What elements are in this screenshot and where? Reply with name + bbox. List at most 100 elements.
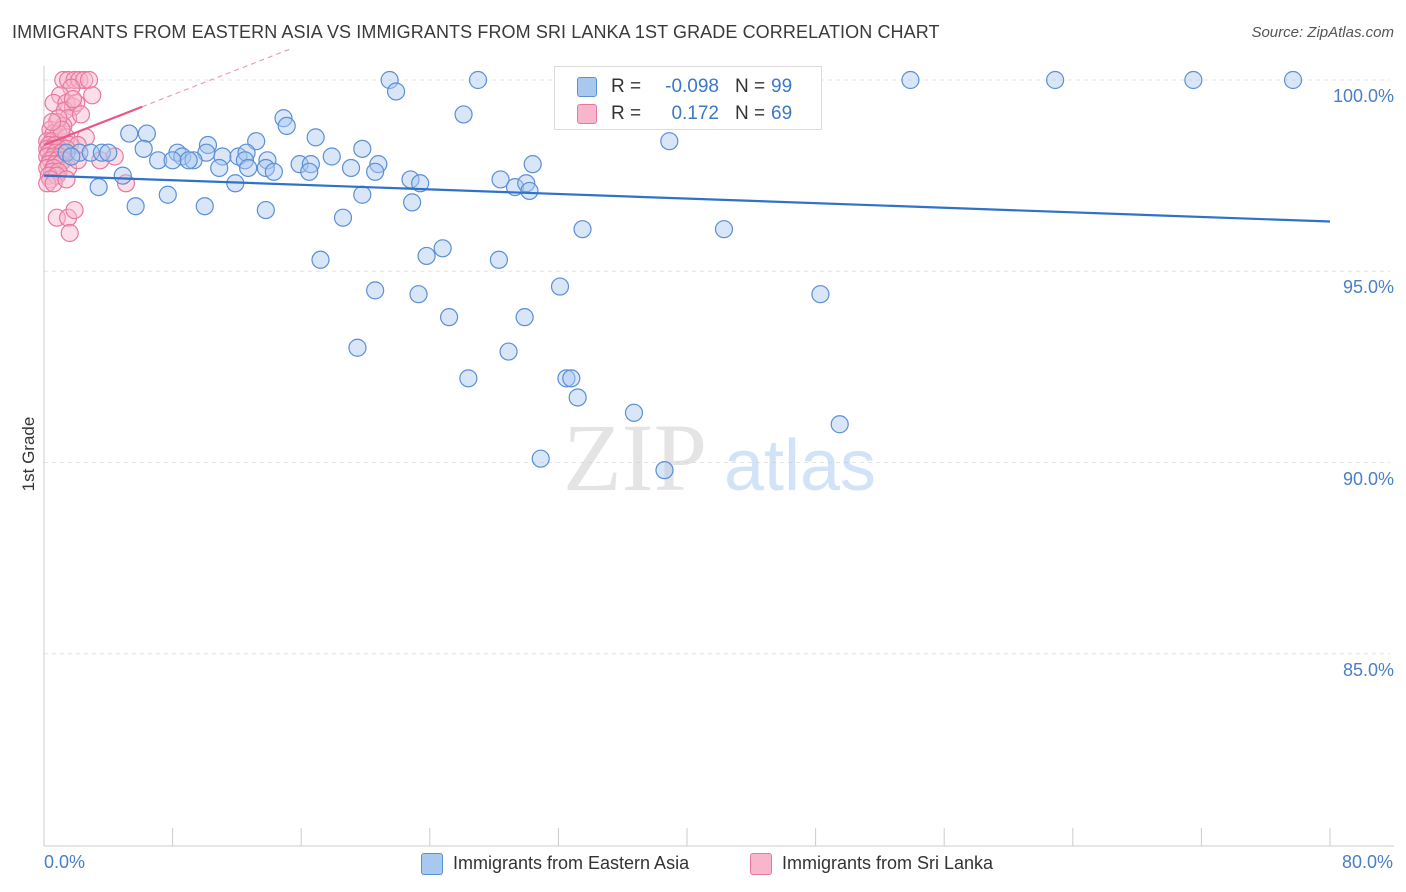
data-point-eastern-asia <box>62 147 81 166</box>
x-tick-label-max: 80.0% <box>1341 852 1393 872</box>
data-point-eastern-asia <box>573 220 592 239</box>
data-point-sri-lanka <box>63 90 83 109</box>
data-point-eastern-asia <box>149 151 168 170</box>
legend-swatch-pink <box>750 853 772 875</box>
stats-r-value: 0.172 <box>671 103 719 124</box>
data-point-eastern-asia <box>557 369 576 388</box>
data-point-sri-lanka <box>42 112 62 132</box>
data-point-eastern-asia <box>403 193 422 212</box>
data-point-eastern-asia <box>239 158 258 178</box>
y-tick-label: 95.0% <box>1342 277 1394 298</box>
stats-swatch-pink <box>577 104 597 124</box>
data-point-eastern-asia <box>468 70 488 90</box>
y-tick-label: 90.0% <box>1342 468 1394 489</box>
y-tick-label: 85.0% <box>1342 659 1394 680</box>
data-point-eastern-asia <box>386 82 406 101</box>
data-point-eastern-asia <box>499 342 518 361</box>
chart-title: IMMIGRANTS FROM EASTERN ASIA VS IMMIGRAN… <box>12 22 940 42</box>
data-point-eastern-asia <box>210 158 229 178</box>
data-point-eastern-asia <box>562 369 581 388</box>
data-point-sri-lanka <box>57 170 76 189</box>
trend-line-sri-lanka-extension <box>141 48 290 108</box>
watermark-zip: ZIP <box>563 404 707 511</box>
stats-n-value: 69 <box>771 103 793 124</box>
watermark-atlas: atlas <box>724 426 876 506</box>
data-point-eastern-asia <box>113 166 132 185</box>
data-point-eastern-asia <box>439 308 459 327</box>
data-point-eastern-asia <box>531 449 550 468</box>
data-point-eastern-asia <box>158 185 177 204</box>
data-point-eastern-asia <box>348 338 367 357</box>
data-point-eastern-asia <box>277 116 296 136</box>
data-point-eastern-asia <box>195 197 214 216</box>
data-point-eastern-asia <box>137 124 156 143</box>
stats-n-value: 99 <box>771 76 793 97</box>
data-point-sri-lanka <box>83 86 102 105</box>
data-point-eastern-asia <box>258 151 277 170</box>
data-point-eastern-asia <box>550 277 570 296</box>
data-point-eastern-asia <box>99 143 118 162</box>
grid-lines <box>44 79 1390 655</box>
data-point-eastern-asia <box>515 308 534 327</box>
data-point-eastern-asia <box>353 185 372 204</box>
data-point-eastern-asia <box>89 178 108 197</box>
stats-swatch-blue <box>577 77 597 97</box>
data-point-eastern-asia <box>126 197 145 216</box>
trend-line-eastern-asia <box>43 174 1331 223</box>
data-point-eastern-asia <box>417 246 436 266</box>
chart-source: Source: ZipAtlas.com <box>1251 24 1394 41</box>
data-point-eastern-asia <box>520 181 539 201</box>
watermark: ZIP atlas <box>563 404 876 511</box>
data-point-eastern-asia <box>714 220 734 239</box>
data-point-eastern-asia <box>120 124 139 143</box>
data-point-eastern-asia <box>568 388 587 407</box>
y-tick-label: 100.0% <box>1332 86 1394 106</box>
data-point-eastern-asia <box>264 162 283 181</box>
data-point-eastern-asia <box>409 285 428 304</box>
data-point-eastern-asia <box>163 151 182 170</box>
stats-r-value: -0.098 <box>665 76 719 97</box>
stats-row-sri-lanka: R = 0.172 N = 69 <box>555 101 821 127</box>
data-point-eastern-asia <box>1046 70 1065 90</box>
data-point-eastern-asia <box>380 70 399 90</box>
data-point-eastern-asia <box>333 208 353 227</box>
x-tick-label-min: 0.0% <box>44 852 86 872</box>
data-point-eastern-asia <box>366 281 385 300</box>
data-point-eastern-asia <box>311 250 330 269</box>
data-point-eastern-asia <box>459 369 478 388</box>
data-point-eastern-asia <box>624 403 644 422</box>
data-point-eastern-asia <box>901 70 920 90</box>
y-axis-label: 1st Grade <box>19 416 38 492</box>
data-point-eastern-asia <box>489 250 509 269</box>
data-point-eastern-asia <box>411 174 430 193</box>
legend-swatch-blue <box>421 853 443 875</box>
data-point-eastern-asia <box>433 239 452 258</box>
data-point-sri-lanka <box>79 70 99 90</box>
data-point-sri-lanka <box>65 200 84 220</box>
trend-line-sri-lanka <box>43 105 143 147</box>
data-point-eastern-asia <box>655 461 674 480</box>
data-point-eastern-asia <box>213 147 232 166</box>
data-point-sri-lanka <box>71 105 91 124</box>
data-point-eastern-asia <box>1283 70 1303 90</box>
data-point-eastern-asia <box>306 128 325 147</box>
stats-box: R = -0.098 N = 99 R = 0.172 N = 69 <box>554 66 822 130</box>
trend-lines <box>43 48 1331 223</box>
stats-n-label: N = <box>735 76 766 97</box>
data-point-eastern-asia <box>454 105 473 124</box>
data-point-eastern-asia <box>256 200 275 220</box>
data-point-eastern-asia <box>300 162 319 181</box>
data-point-eastern-asia <box>134 139 153 158</box>
stats-n-label: N = <box>735 103 766 124</box>
data-point-eastern-asia <box>660 132 679 151</box>
data-point-eastern-asia <box>366 162 385 181</box>
data-point-eastern-asia <box>353 139 372 158</box>
data-point-eastern-asia <box>811 285 830 304</box>
data-point-eastern-asia <box>491 170 510 189</box>
axes <box>43 66 1394 847</box>
stats-row-eastern-asia: R = -0.098 N = 99 <box>555 74 821 100</box>
data-point-eastern-asia <box>92 143 111 162</box>
legend-label: Immigrants from Eastern Asia <box>453 853 690 873</box>
stats-r-label: R = <box>611 76 642 97</box>
